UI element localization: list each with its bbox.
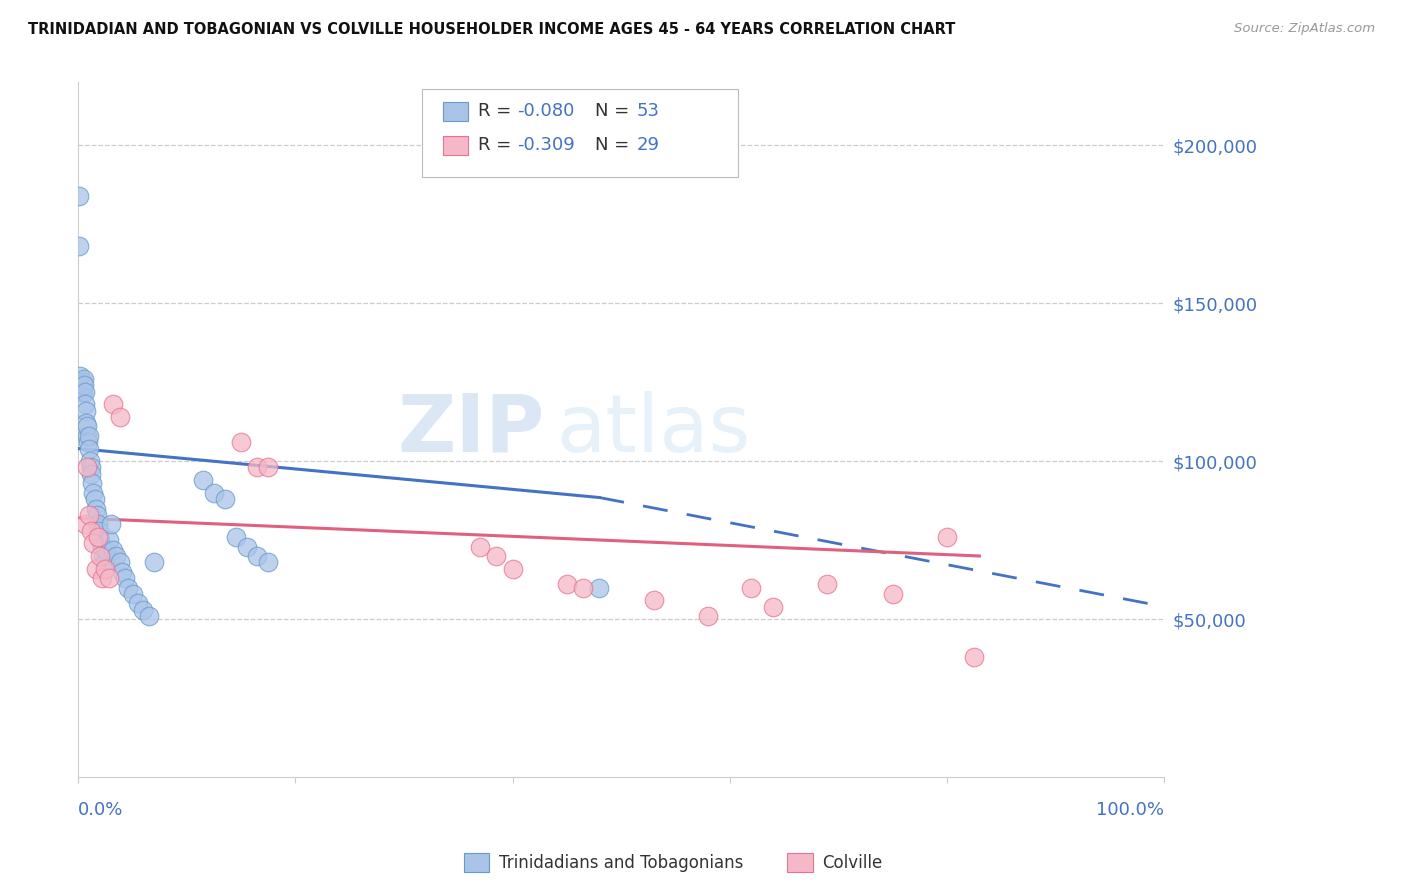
Point — [77, 435, 100, 450]
Point — [69, 368, 91, 383]
Point — [84, 501, 107, 516]
Text: -0.309: -0.309 — [517, 136, 575, 154]
Text: Trinidadians and Tobagonians: Trinidadians and Tobagonians — [499, 855, 744, 872]
Point — [214, 492, 236, 507]
Text: ZIP: ZIP — [398, 391, 546, 468]
Point — [235, 540, 257, 554]
Point — [82, 485, 104, 500]
Point — [117, 581, 139, 595]
Point — [935, 530, 957, 544]
Point — [96, 542, 118, 557]
Point — [572, 581, 595, 595]
Point — [882, 587, 904, 601]
Text: atlas: atlas — [555, 391, 751, 468]
Point — [73, 517, 96, 532]
Point — [105, 549, 128, 563]
Point — [94, 555, 117, 569]
Text: 29: 29 — [637, 136, 659, 154]
Point — [79, 454, 101, 468]
Point — [100, 517, 122, 532]
Text: 100.0%: 100.0% — [1095, 802, 1164, 820]
Point — [127, 596, 149, 610]
Point — [83, 492, 105, 507]
Point — [82, 476, 104, 491]
Point — [73, 397, 96, 411]
Point — [87, 530, 110, 544]
Point — [246, 549, 269, 563]
Text: N =: N = — [595, 103, 634, 120]
Point — [502, 561, 524, 575]
Text: N =: N = — [595, 136, 634, 154]
Point — [485, 549, 508, 563]
Point — [94, 561, 117, 575]
Text: 0.0%: 0.0% — [79, 802, 124, 820]
Text: TRINIDADIAN AND TOBAGONIAN VS COLVILLE HOUSEHOLDER INCOME AGES 45 - 64 YEARS COR: TRINIDADIAN AND TOBAGONIAN VS COLVILLE H… — [28, 22, 956, 37]
Point — [75, 416, 97, 430]
Point — [588, 581, 610, 595]
Point — [73, 384, 96, 399]
Point — [143, 555, 166, 569]
Point — [91, 571, 114, 585]
Point — [91, 549, 114, 563]
Point — [76, 460, 98, 475]
Point — [108, 409, 131, 424]
Point — [97, 571, 120, 585]
Text: 53: 53 — [637, 103, 659, 120]
Point — [963, 650, 986, 665]
Point — [257, 555, 280, 569]
Point — [643, 593, 665, 607]
Point — [87, 517, 110, 532]
Point — [108, 555, 131, 569]
Point — [80, 524, 103, 538]
Text: R =: R = — [478, 103, 517, 120]
Point — [91, 540, 114, 554]
Point — [67, 239, 90, 253]
Point — [202, 485, 225, 500]
Point — [246, 460, 269, 475]
Point — [468, 540, 491, 554]
Point — [138, 609, 160, 624]
Point — [77, 508, 100, 522]
Point — [101, 542, 124, 557]
Point — [73, 378, 96, 392]
Text: Colville: Colville — [823, 855, 883, 872]
Point — [86, 508, 108, 522]
Text: R =: R = — [478, 136, 517, 154]
Point — [97, 533, 120, 548]
Point — [762, 599, 785, 614]
Point — [114, 571, 136, 585]
Point — [67, 188, 90, 202]
Point — [815, 577, 838, 591]
Text: -0.080: -0.080 — [517, 103, 575, 120]
Point — [229, 435, 252, 450]
Point — [697, 609, 720, 624]
Point — [77, 429, 100, 443]
Point — [121, 587, 143, 601]
Point — [89, 533, 111, 548]
Point — [740, 581, 762, 595]
Point — [555, 577, 578, 591]
Point — [87, 524, 110, 538]
Text: Source: ZipAtlas.com: Source: ZipAtlas.com — [1234, 22, 1375, 36]
Point — [76, 429, 98, 443]
Point — [75, 403, 97, 417]
Point — [132, 603, 155, 617]
Point — [257, 460, 280, 475]
Point — [70, 384, 93, 399]
Point — [77, 442, 100, 456]
Point — [82, 536, 104, 550]
Point — [101, 397, 124, 411]
Point — [72, 375, 94, 389]
Point — [73, 372, 96, 386]
Point — [72, 384, 94, 399]
Point — [225, 530, 247, 544]
Point — [191, 473, 214, 487]
Point — [80, 460, 103, 475]
Point — [84, 561, 107, 575]
Point — [76, 419, 98, 434]
Point — [89, 549, 111, 563]
Point — [111, 565, 134, 579]
Point — [80, 467, 103, 481]
